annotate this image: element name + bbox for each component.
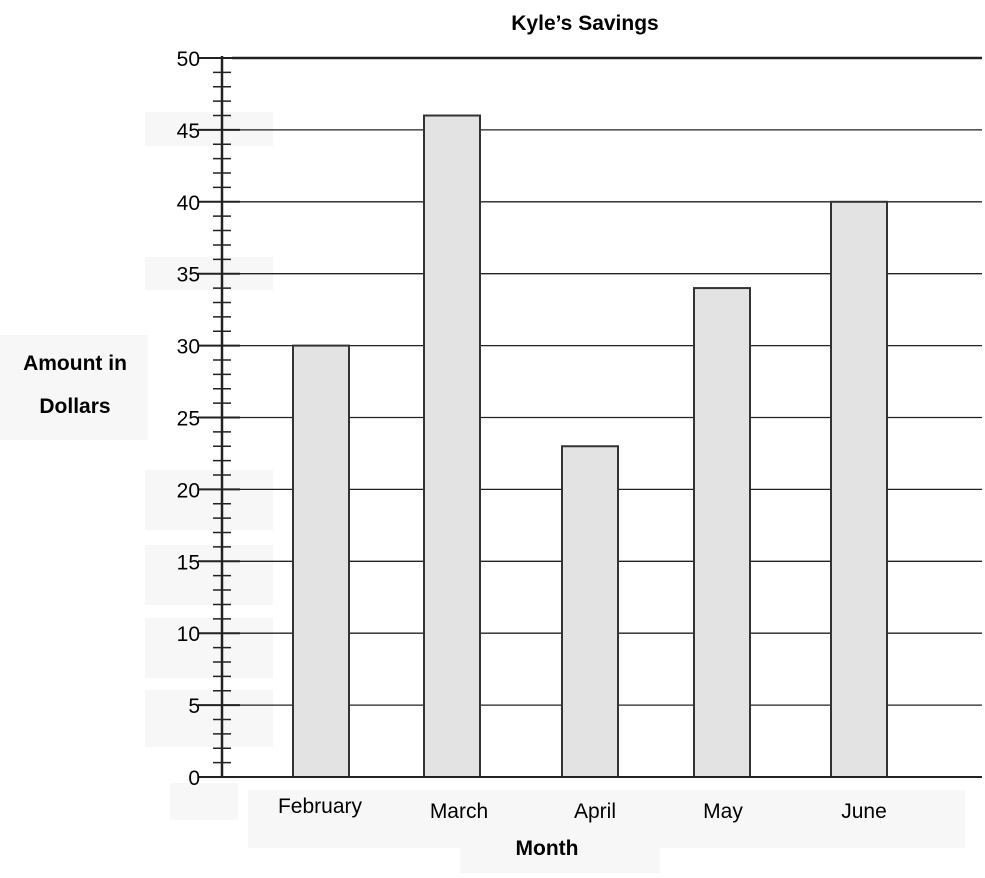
x-tick-label-april: April xyxy=(574,800,616,823)
y-tick-label: 10 xyxy=(177,623,200,646)
x-axis-label-background xyxy=(460,837,660,873)
y-axis-label-line-1: Amount in xyxy=(23,352,127,375)
y-tick-label: 20 xyxy=(177,479,200,502)
chart-title: Kyle’s Savings xyxy=(511,12,658,35)
bar-april xyxy=(561,445,619,778)
tick-label-background xyxy=(145,618,273,678)
y-tick-label: 15 xyxy=(177,551,200,574)
y-tick-label: 5 xyxy=(188,695,200,718)
y-tick-label: 40 xyxy=(177,192,200,215)
y-tick-label: 30 xyxy=(177,336,200,359)
bar-june xyxy=(830,200,888,779)
x-tick-label-june: June xyxy=(841,800,887,823)
bar-march xyxy=(423,114,481,778)
y-tick-label: 35 xyxy=(177,264,200,287)
tick-label-background xyxy=(145,690,273,747)
x-axis-label: Month xyxy=(516,837,579,860)
x-tick-label-march: March xyxy=(430,800,488,823)
y-tick-label: 0 xyxy=(188,767,200,790)
x-tick-label-february: February xyxy=(278,795,363,818)
bar-may xyxy=(693,287,751,778)
tick-label-background xyxy=(145,470,273,530)
y-axis-label-line-2: Dollars xyxy=(39,395,110,418)
bar-february xyxy=(292,344,350,778)
y-tick-label: 25 xyxy=(177,408,200,431)
y-tick-label: 50 xyxy=(177,48,200,71)
x-tick-label-may: May xyxy=(703,800,743,823)
y-tick-label: 45 xyxy=(177,120,200,143)
tick-label-background xyxy=(145,545,273,605)
tick-label-background xyxy=(170,783,238,820)
y-axis-label-background xyxy=(0,335,148,440)
